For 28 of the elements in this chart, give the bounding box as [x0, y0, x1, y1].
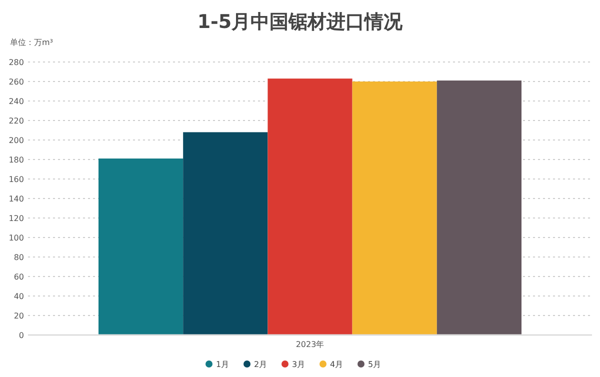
legend-label: 4月	[330, 360, 344, 369]
y-tick-label: 20	[14, 311, 24, 320]
y-tick-label: 200	[8, 136, 24, 145]
y-tick-label: 240	[8, 96, 24, 106]
bar	[98, 158, 184, 335]
legend-label: 1月	[216, 360, 230, 369]
y-tick-label: 260	[8, 77, 24, 86]
bar	[436, 80, 522, 335]
y-tick-label: 220	[8, 116, 24, 126]
y-tick-label: 120	[8, 214, 24, 223]
legend-label: 3月	[292, 360, 306, 369]
x-tick-label: 2023年	[296, 340, 324, 349]
bar	[352, 82, 437, 335]
bar	[183, 132, 268, 335]
y-tick-label: 80	[14, 252, 24, 262]
legend-label: 5月	[368, 360, 382, 369]
chart-title: 1-5月中国锯材进口情况	[197, 11, 404, 33]
y-tick-label: 40	[14, 292, 24, 301]
y-tick-label: 0	[18, 330, 24, 340]
y-tick-label: 160	[8, 174, 24, 184]
y-tick-label: 180	[8, 155, 24, 164]
legend-label: 2月	[254, 360, 268, 369]
y-tick-label: 280	[8, 58, 24, 67]
bar	[268, 78, 352, 335]
y-tick-label: 100	[8, 233, 24, 242]
y-tick-label: 140	[8, 194, 24, 204]
y-tick-label: 60	[14, 272, 24, 282]
chart-subtitle: 单位：万m³	[10, 38, 53, 47]
